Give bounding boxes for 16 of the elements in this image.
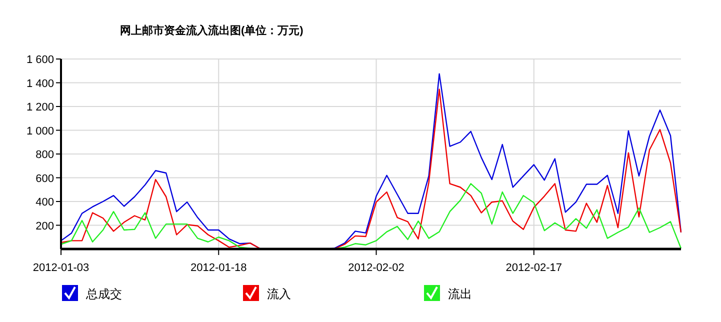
y-tick-label: 400 bbox=[36, 196, 54, 208]
y-tick-label: 1 000 bbox=[26, 125, 54, 138]
legend-label: 总成交 bbox=[85, 287, 122, 301]
y-tick-label: 1 600 bbox=[26, 54, 54, 66]
x-tick-label: 2012-01-18 bbox=[190, 262, 247, 274]
legend-label: 流入 bbox=[267, 287, 291, 301]
x-tick-label: 2012-01-03 bbox=[32, 262, 90, 274]
y-tick-label: 1 400 bbox=[26, 78, 54, 90]
y-tick-label: 1 200 bbox=[26, 102, 54, 114]
legend-label: 流出 bbox=[448, 287, 472, 301]
x-tick-label: 2012-02-17 bbox=[506, 262, 562, 274]
y-tick-label: 200 bbox=[36, 220, 54, 232]
x-tick-label: 2012-02-02 bbox=[348, 262, 404, 274]
y-tick-label: 800 bbox=[36, 149, 54, 161]
chart-title: 网上邮市资金流入流出图(单位：万元) bbox=[120, 24, 304, 37]
y-tick-label: 600 bbox=[36, 172, 54, 185]
